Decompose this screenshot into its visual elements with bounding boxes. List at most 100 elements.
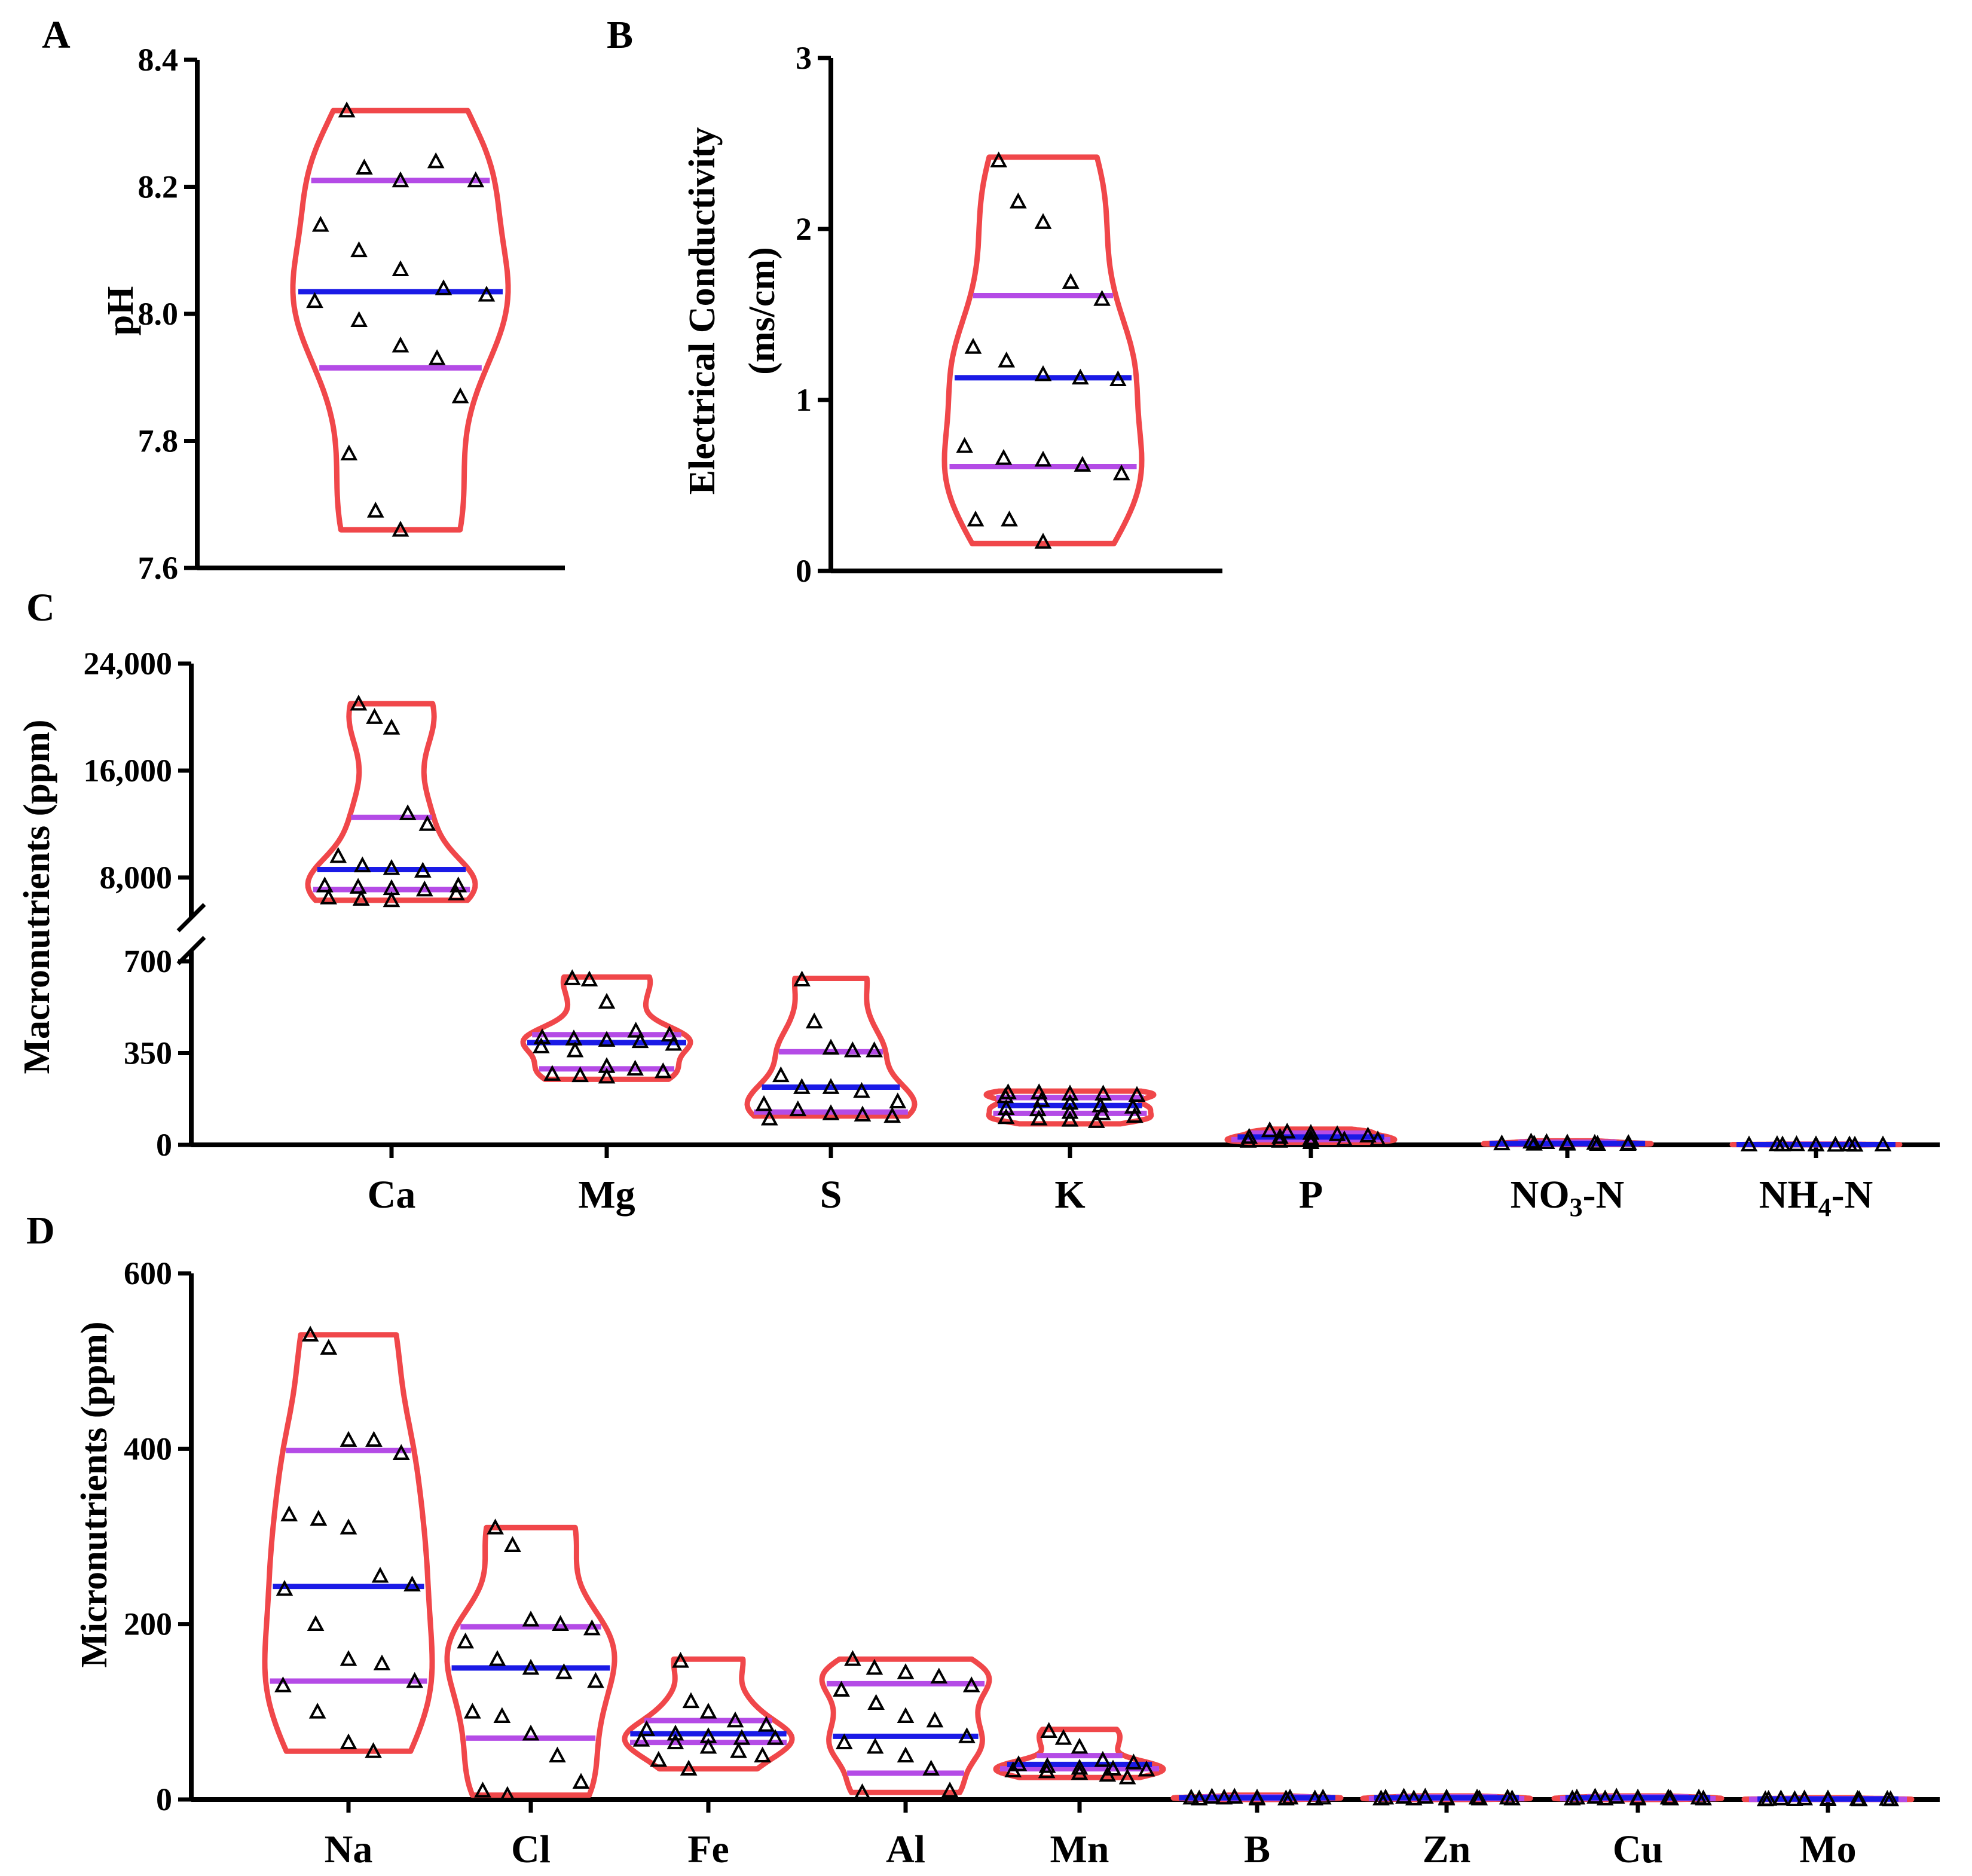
violin-c-mg-violin	[520, 974, 693, 1082]
violin-d-al-point-10	[958, 1727, 976, 1743]
violin-c-ca-point-8	[383, 859, 400, 875]
violin-b-point-15	[1112, 464, 1130, 481]
y-axis-title-b-units: (ms/cm)	[742, 247, 782, 374]
violin-a-point-10	[478, 285, 496, 302]
violin-d-mn-point-3	[1071, 1737, 1089, 1754]
violin-c-ca-point-7	[353, 856, 371, 873]
panel-label-d: D	[26, 1209, 55, 1252]
violin-d-cl-point-14	[549, 1746, 566, 1763]
violin-c-no3-n-point-7	[1525, 1135, 1543, 1151]
violin-c-k-point-15	[1126, 1107, 1144, 1123]
violin-c-s-point-3	[822, 1038, 840, 1055]
violin-d-al-point-16	[854, 1783, 871, 1799]
violin-c-no3-n-point-10	[1619, 1135, 1637, 1151]
violin-d-al-point-9	[926, 1711, 944, 1728]
violin-d-zn-point-9	[1470, 1789, 1488, 1805]
violin-d-mn-point-12	[1038, 1762, 1056, 1779]
violin-c-s-point-7	[793, 1078, 811, 1094]
violin-d-cl-point-1	[487, 1518, 504, 1535]
violin-d-zn-point-7	[1405, 1789, 1423, 1805]
violin-d-cl-point-12	[493, 1707, 511, 1724]
violin-d-al-violin	[819, 1656, 992, 1795]
violin-d-cl-point-15	[572, 1773, 590, 1789]
y-tick-a-8-4-label: 8.4	[138, 42, 179, 78]
violin-c-mg-point-15	[654, 1062, 672, 1078]
violin-c-mg-point-8	[598, 1031, 616, 1047]
violin-d-mo-point-1	[1772, 1789, 1790, 1805]
violin-d-cl-point-17	[499, 1786, 516, 1802]
violin-d-mo-point-9	[1851, 1790, 1868, 1807]
violin-c-s-point-9	[853, 1081, 870, 1098]
violin-c-p-point-13	[1302, 1133, 1320, 1149]
violin-b-point-13	[1034, 450, 1052, 467]
violin-c-ca-point-9	[414, 861, 432, 878]
violin-d-b-point-8	[1248, 1789, 1266, 1805]
violin-c-p-point-10	[1369, 1131, 1387, 1147]
violin-d-fe-point-9	[733, 1729, 751, 1745]
violin-a-point-8	[392, 260, 409, 276]
violin-d-fe-point-11	[632, 1731, 650, 1747]
violin-b-point-11	[956, 437, 974, 453]
violin-c-ca-point-3	[383, 719, 400, 735]
y-tick-d-600-label: 600	[124, 1255, 172, 1291]
violin-d-mn-point-15	[1118, 1768, 1136, 1785]
violin-d-al-point-13	[897, 1746, 915, 1763]
x-tick-label-k: K	[1054, 1173, 1085, 1217]
violin-d-mn-point-10	[1138, 1760, 1155, 1777]
violin-d-mn-point-7	[1038, 1757, 1056, 1773]
violin-d-cl-point-5	[583, 1619, 601, 1636]
violin-c-ca-point-14	[415, 880, 433, 897]
x-tick-label-nh4-n: NH4-N	[1759, 1173, 1873, 1222]
violin-d-al-point-14	[922, 1759, 940, 1776]
violin-d-cl-point-4	[552, 1615, 569, 1631]
y-tick-c-700-label: 700	[124, 943, 172, 979]
violin-c-p-violin	[1224, 1126, 1398, 1145]
violin-d-b-point-1	[1203, 1788, 1221, 1804]
y-tick-d-400-label: 400	[124, 1431, 172, 1466]
violin-c-s-point-8	[822, 1078, 840, 1094]
x-tick-label-no3-n: NO3-N	[1511, 1173, 1625, 1222]
violin-c-s-point-10	[889, 1092, 907, 1108]
violin-a-point-13	[392, 336, 409, 353]
violin-d-fe-point-1	[672, 1652, 689, 1668]
violin-c-k-point-4	[1094, 1084, 1112, 1101]
violin-a-violin	[290, 108, 511, 533]
violin-d-cu-point-8	[1629, 1789, 1647, 1805]
violin-c-s-point-11	[755, 1095, 773, 1111]
violin-d-fe-point-15	[754, 1746, 771, 1763]
violin-d-fe-point-7	[666, 1724, 684, 1741]
violin-d-cl-point-2	[504, 1536, 521, 1553]
violin-d-cl-point-16	[474, 1782, 491, 1798]
violin-a-point-14	[428, 349, 446, 365]
violin-d-cu-point-2	[1607, 1788, 1625, 1804]
violin-c-p-point-11	[1239, 1132, 1257, 1148]
violin-b-point-8	[1034, 365, 1052, 381]
violin-d-fe-point-4	[726, 1711, 744, 1728]
x-tick-label-b: B	[1244, 1828, 1270, 1871]
x-tick-label-ca: Ca	[368, 1173, 416, 1217]
y-axis-title-b: Electrical Conductivity	[682, 127, 723, 495]
violin-c-ca-point-16	[320, 888, 337, 905]
violin-d-cl-point-11	[464, 1703, 481, 1719]
violin-b-point-7	[998, 352, 1016, 368]
violin-d-b-point-6	[1182, 1788, 1200, 1805]
y-tick-d-200-label: 200	[124, 1606, 172, 1642]
violin-c-p-point-5	[1359, 1126, 1377, 1142]
violin-a-point-18	[392, 521, 409, 537]
violin-c-no3-n-point-2	[1537, 1133, 1555, 1149]
violin-c-s-point-5	[866, 1041, 883, 1058]
violin-d-na-point-7	[310, 1510, 328, 1526]
violin-c-ca-violin	[305, 701, 478, 903]
violin-d-mo-point-8	[1819, 1790, 1837, 1807]
violin-c-mg-point-14	[626, 1059, 644, 1076]
violin-c-no3-n-point-1	[1522, 1132, 1540, 1149]
violin-c-ca-point-11	[316, 876, 334, 893]
violin-d-al-point-7	[867, 1694, 885, 1710]
violin-c-ca-point-1	[350, 694, 368, 711]
violin-d-fe-point-10	[766, 1729, 784, 1745]
violin-c-p-point-2	[1278, 1122, 1296, 1139]
violin-d-b-point-2	[1225, 1788, 1243, 1804]
violin-b-point-5	[1093, 290, 1111, 306]
violin-c-k-point-7	[1033, 1091, 1050, 1107]
axis-break-mark-top	[176, 903, 206, 933]
